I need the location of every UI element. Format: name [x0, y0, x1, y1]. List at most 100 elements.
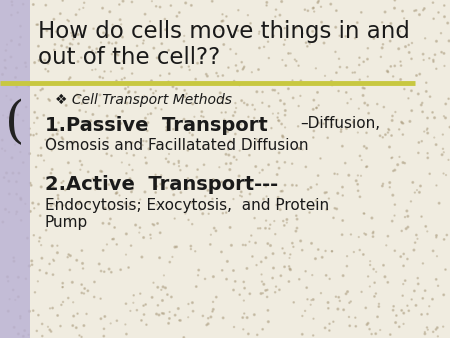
Point [85, 124, 92, 130]
Point [245, 114, 252, 120]
Point [7, 118, 14, 124]
Point [320, 40, 328, 46]
Point [201, 119, 208, 124]
Point [297, 78, 305, 83]
Point [192, 76, 199, 82]
Point [81, 291, 88, 296]
Point [390, 308, 397, 313]
Point [295, 146, 302, 151]
Point [222, 110, 230, 115]
Point [80, 5, 87, 10]
Point [419, 296, 426, 301]
Point [35, 201, 42, 207]
Point [146, 19, 153, 24]
Point [292, 213, 300, 218]
Point [363, 322, 370, 327]
Point [309, 29, 316, 34]
Point [442, 267, 449, 272]
Point [9, 2, 16, 8]
Point [95, 261, 103, 267]
Point [210, 177, 217, 182]
Point [260, 196, 267, 202]
Point [369, 234, 377, 239]
Point [310, 333, 317, 338]
Point [379, 183, 386, 189]
Point [441, 237, 448, 242]
Point [219, 11, 226, 17]
Point [253, 89, 261, 95]
Point [255, 31, 262, 37]
Point [424, 327, 432, 332]
Point [358, 10, 365, 15]
Point [46, 306, 54, 311]
Point [25, 83, 32, 89]
Point [102, 205, 109, 211]
Point [168, 294, 175, 300]
Point [382, 132, 389, 137]
Point [26, 151, 33, 156]
Point [293, 216, 301, 222]
Point [39, 321, 46, 327]
Point [269, 87, 276, 93]
Point [143, 160, 150, 166]
Point [94, 121, 102, 126]
Point [433, 254, 441, 259]
Point [100, 326, 108, 332]
Point [218, 179, 225, 185]
Point [355, 188, 362, 193]
Point [408, 88, 415, 94]
Point [204, 73, 211, 79]
Point [259, 290, 266, 296]
Point [303, 285, 310, 290]
Point [302, 7, 309, 13]
Point [0, 175, 8, 180]
Point [152, 172, 159, 177]
Point [426, 304, 433, 309]
Point [163, 124, 171, 130]
Point [39, 86, 46, 92]
Point [96, 92, 104, 98]
Point [81, 0, 88, 5]
Point [236, 82, 243, 88]
Point [274, 172, 281, 177]
Point [265, 162, 272, 167]
Text: Osmosis and Facillatated Diffusion: Osmosis and Facillatated Diffusion [45, 138, 309, 153]
Point [90, 26, 97, 31]
Point [424, 130, 431, 136]
Point [312, 66, 319, 71]
Point [54, 243, 61, 248]
Point [153, 184, 161, 189]
Point [274, 195, 282, 200]
Point [18, 218, 25, 223]
Point [2, 207, 9, 212]
Point [419, 109, 426, 115]
Point [73, 120, 81, 126]
Point [34, 115, 41, 121]
Point [109, 237, 116, 242]
Point [248, 233, 255, 238]
Point [140, 41, 147, 46]
Point [1, 148, 9, 153]
Point [285, 86, 292, 92]
Point [382, 9, 389, 15]
Point [95, 103, 103, 108]
Point [287, 252, 294, 257]
Point [361, 86, 368, 91]
Point [429, 110, 436, 115]
Point [78, 248, 86, 253]
Point [99, 221, 107, 226]
Point [246, 239, 253, 244]
Point [296, 276, 303, 282]
Point [426, 171, 433, 176]
Point [384, 234, 392, 239]
Point [313, 182, 320, 187]
Point [264, 287, 271, 293]
Point [157, 73, 164, 78]
Point [234, 68, 241, 74]
Text: out of the cell??: out of the cell?? [38, 46, 220, 69]
Point [269, 111, 276, 116]
Point [218, 249, 225, 255]
Point [236, 292, 243, 297]
Point [253, 262, 260, 268]
Point [384, 280, 392, 285]
